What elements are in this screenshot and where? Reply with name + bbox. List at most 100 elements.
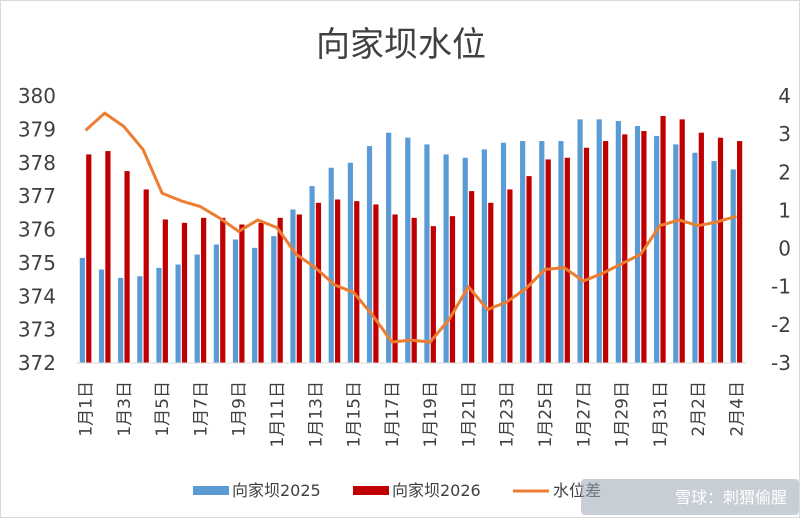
bar-2026 [488, 202, 494, 363]
bar-2026 [430, 226, 436, 363]
bar-2025 [577, 119, 583, 363]
legend-swatch-2026 [353, 486, 389, 495]
right-axis-tick-label: 2 [778, 160, 791, 184]
x-axis-tick-label: 1月15日 [345, 381, 365, 447]
bar-2025 [634, 126, 641, 363]
bar-2025 [213, 244, 219, 363]
bar-2026 [526, 176, 532, 363]
x-axis-tick-label: 1月29日 [613, 381, 633, 447]
bar-2025 [347, 162, 353, 363]
x-axis-tick-label: 1月21日 [459, 381, 479, 447]
bar-2025 [366, 146, 373, 363]
left-axis-tick-label: 378 [18, 151, 56, 175]
bar-2026 [220, 217, 226, 363]
bar-2025 [481, 149, 487, 363]
x-axis-tick-label: 1月7日 [191, 381, 211, 437]
bar-2026 [239, 224, 245, 363]
legend-swatch-2025 [193, 486, 229, 495]
watermark-text: 雪球：刺猬偷腥 [675, 488, 787, 507]
series-line-diff [84, 111, 737, 344]
bar-2025 [309, 186, 315, 363]
x-axis-tick-label: 1月5日 [153, 381, 173, 437]
bar-2025 [271, 236, 277, 363]
bar-2026 [392, 214, 398, 363]
right-axis-tick-label: -3 [771, 351, 791, 375]
right-axis-tick-label: -1 [771, 275, 791, 299]
x-axis-tick-label: 1月25日 [536, 381, 556, 447]
left-axis-tick-label: 377 [18, 184, 56, 208]
bar-2026 [105, 151, 111, 363]
bar-2026 [469, 191, 475, 363]
bar-2025 [118, 277, 124, 363]
bar-2026 [86, 154, 92, 363]
x-axis-tick-label: 1月11日 [268, 381, 288, 447]
bar-2025 [232, 239, 239, 363]
bar-2025 [539, 141, 545, 363]
bar-2025 [673, 144, 679, 363]
legend-label-2025: 向家坝2025 [232, 481, 321, 500]
bar-2026 [296, 214, 302, 363]
bar-2025 [386, 132, 392, 363]
bar-2026 [737, 141, 743, 363]
bar-2025 [252, 247, 258, 363]
bar-2025 [328, 167, 334, 363]
bar-2025 [654, 136, 660, 363]
bar-2026 [545, 159, 551, 363]
right-axis-tick-label: -2 [771, 313, 791, 337]
right-axis-tick-label: 1 [778, 198, 791, 222]
left-axis-tick-label: 372 [18, 351, 56, 375]
bars-layer [79, 116, 743, 363]
chart-title: 向家坝水位 [316, 25, 486, 65]
bar-2025 [194, 254, 200, 363]
bar-2025 [730, 169, 736, 363]
left-axis-tick-label: 373 [18, 318, 56, 342]
bar-2025 [500, 142, 507, 363]
bar-2026 [449, 216, 456, 363]
bar-2025 [79, 257, 85, 363]
bar-2026 [564, 157, 570, 363]
bar-2025 [520, 141, 526, 363]
left-axis-tick-label: 380 [18, 84, 56, 108]
x-axis-ticks: 1月1日 1月3日 1月5日 1月7日 1月9日 1月11日 1月13日 1月15日 1月17日… [77, 381, 748, 447]
bar-2026 [603, 141, 609, 363]
right-axis-tick-label: 4 [778, 84, 791, 108]
legend: 向家坝2025 向家坝2026 水位差 [193, 481, 601, 500]
bar-2025 [156, 267, 162, 363]
bar-2025 [443, 154, 449, 363]
bar-2026 [507, 189, 513, 363]
x-axis-tick-label: 1月13日 [306, 381, 326, 447]
bar-2026 [411, 217, 417, 363]
bar-2025 [462, 157, 468, 363]
x-axis-tick-label: 2月4日 [727, 381, 747, 437]
bar-2026 [162, 219, 168, 363]
x-axis-tick-label: 2月2日 [689, 381, 709, 437]
right-axis-ticks: -3 -2 -1 0 1 2 3 4 [771, 84, 791, 375]
bar-2026 [277, 217, 283, 363]
watermark: 雪球：刺猬偷腥 [581, 479, 799, 515]
bar-2025 [615, 121, 621, 363]
left-axis-tick-label: 376 [18, 218, 56, 242]
bar-2026 [679, 119, 685, 363]
line-layer [84, 111, 737, 344]
bar-2026 [698, 132, 704, 363]
right-axis-tick-label: 0 [778, 237, 791, 261]
x-axis-tick-label: 1月1日 [77, 381, 97, 437]
left-axis-ticks: 372 373 374 375 376 377 378 379 380 [18, 84, 56, 375]
bar-2025 [137, 276, 143, 363]
bar-2026 [124, 171, 130, 363]
bar-2025 [692, 152, 698, 363]
bar-2026 [373, 204, 379, 363]
legend-label-2026: 向家坝2026 [392, 481, 481, 500]
bar-2025 [558, 141, 564, 363]
bar-2025 [711, 161, 717, 363]
x-axis-tick-label: 1月23日 [498, 381, 518, 447]
bar-2025 [175, 264, 181, 363]
bar-2026 [201, 217, 207, 363]
bar-2026 [354, 201, 360, 363]
left-axis-tick-label: 374 [18, 284, 56, 308]
left-axis-tick-label: 379 [18, 117, 56, 141]
bar-2025 [290, 209, 296, 363]
bar-2026 [181, 222, 188, 363]
